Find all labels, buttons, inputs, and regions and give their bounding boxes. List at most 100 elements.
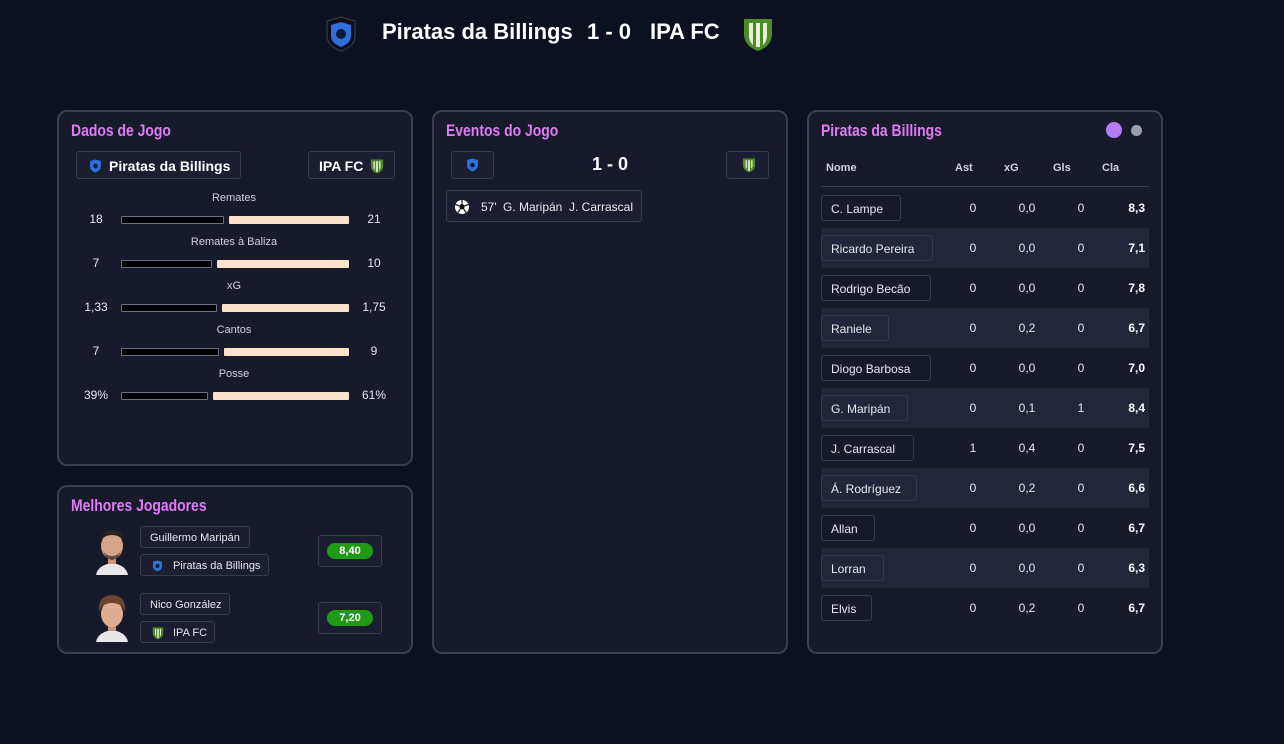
player-name[interactable]: C. Lampe: [821, 195, 901, 221]
player-rating: 8,40: [327, 543, 373, 559]
table-row[interactable]: J. Carrascal 1 0,4 0 7,5: [821, 428, 1149, 468]
soccer-ball-icon: [455, 200, 469, 214]
column-header-xg[interactable]: xG: [1004, 162, 1019, 174]
player-name[interactable]: J. Carrascal: [821, 435, 914, 461]
away-team-name[interactable]: IPA FC: [650, 19, 720, 44]
player-name[interactable]: G. Maripán: [821, 395, 908, 421]
player-team-chip[interactable]: Piratas da Billings: [140, 554, 269, 576]
player-name: Guillermo Maripán: [150, 532, 240, 544]
player-rating: 6,7: [1128, 521, 1145, 535]
player-goals: 0: [1077, 481, 1085, 495]
best-players-panel: Melhores Jogadores Guillermo Maripán Pir…: [57, 485, 413, 654]
stat-label: Remates à Baliza: [190, 236, 278, 248]
player-assists: 0: [969, 241, 977, 255]
player-name[interactable]: Á. Rodríguez: [821, 475, 917, 501]
player-name-chip[interactable]: Nico González: [140, 593, 230, 615]
away-crest-chip[interactable]: [726, 151, 769, 179]
player-goals: 0: [1077, 321, 1085, 335]
player-xg: 0,0: [1018, 241, 1036, 255]
stat-away-value: 61%: [361, 388, 387, 402]
stat-away-bar: [224, 348, 349, 356]
player-photo-maripan: [92, 525, 132, 575]
player-xg: 0,2: [1018, 601, 1036, 615]
table-divider: [821, 186, 1149, 187]
stat-away-bar: [229, 216, 349, 224]
player-goals: 0: [1077, 201, 1085, 215]
best-players-title: Melhores Jogadores: [71, 496, 207, 515]
column-header-rating[interactable]: Cla: [1102, 162, 1120, 174]
stat-home-bar: [121, 260, 212, 268]
home-team-chip[interactable]: Piratas da Billings: [76, 151, 241, 179]
player-xg: 0,0: [1018, 361, 1036, 375]
event-scorer: G. Maripán: [503, 200, 563, 214]
player-goals: 0: [1077, 241, 1085, 255]
player-goals: 0: [1077, 561, 1085, 575]
player-assists: 1: [969, 441, 977, 455]
player-goals: 0: [1077, 281, 1085, 295]
player-team: IPA FC: [173, 627, 208, 639]
player-assists: 0: [969, 401, 977, 415]
ipa-crest-icon: [152, 627, 164, 640]
player-name[interactable]: Ricardo Pereira: [821, 235, 933, 261]
piratas-crest-icon: [152, 560, 163, 572]
player-xg: 0,0: [1018, 521, 1036, 535]
player-goals: 1: [1077, 401, 1085, 415]
table-row[interactable]: Rodrigo Becão 0 0,0 0 7,8: [821, 268, 1149, 308]
player-name[interactable]: Elvis: [821, 595, 872, 621]
player-name[interactable]: Allan: [821, 515, 875, 541]
player-goals: 0: [1077, 441, 1085, 455]
player-xg: 0,0: [1018, 281, 1036, 295]
column-header-assists[interactable]: Ast: [955, 162, 973, 174]
table-row[interactable]: G. Maripán 0 0,1 1 8,4: [821, 388, 1149, 428]
column-header-goals[interactable]: Gls: [1053, 162, 1071, 174]
stat-home-bar: [121, 348, 219, 356]
stat-away-bar: [222, 304, 349, 312]
team-toggle-active[interactable]: [1106, 122, 1122, 138]
player-rating: 7,20: [327, 610, 373, 626]
piratas-crest-icon: [467, 158, 478, 172]
stat-away-value: 21: [367, 212, 381, 226]
stat-home-value: 7: [92, 344, 100, 358]
player-name[interactable]: Diogo Barbosa: [821, 355, 931, 381]
events-score: 1 - 0: [591, 154, 629, 174]
player-name[interactable]: Rodrigo Becão: [821, 275, 931, 301]
player-assists: 0: [969, 561, 977, 575]
goal-event[interactable]: 57' G. Maripán J. Carrascal: [446, 190, 642, 222]
table-row[interactable]: C. Lampe 0 0,0 0 8,3: [821, 188, 1149, 228]
stat-home-value: 39%: [83, 388, 109, 402]
player-photo-gonzalez: [92, 592, 132, 642]
player-rating: 8,4: [1128, 401, 1145, 415]
stat-label: Posse: [218, 368, 250, 380]
player-rating: 8,3: [1128, 201, 1145, 215]
player-name[interactable]: Lorran: [821, 555, 884, 581]
away-team-chip[interactable]: IPA FC: [308, 151, 395, 179]
ipa-crest-icon: [370, 159, 384, 174]
match-stats-panel: Dados de Jogo Piratas da Billings IPA FC…: [57, 110, 413, 466]
player-name[interactable]: Raniele: [821, 315, 889, 341]
away-team-label: IPA FC: [319, 158, 364, 174]
home-team-name[interactable]: Piratas da Billings: [382, 19, 573, 44]
table-row[interactable]: Allan 0 0,0 0 6,7: [821, 508, 1149, 548]
table-row[interactable]: Ricardo Pereira 0 0,0 0 7,1: [821, 228, 1149, 268]
event-minute: 57': [481, 200, 497, 214]
lineup-panel: Piratas da Billings Nome Ast xG Gls Cla …: [807, 110, 1163, 654]
piratas-crest-icon: [326, 16, 356, 52]
team-toggle-inactive[interactable]: [1131, 125, 1142, 136]
player-assists: 0: [969, 201, 977, 215]
player-name-chip[interactable]: Guillermo Maripán: [140, 526, 250, 548]
table-row[interactable]: Diogo Barbosa 0 0,0 0 7,0: [821, 348, 1149, 388]
table-row[interactable]: Á. Rodríguez 0 0,2 0 6,6: [821, 468, 1149, 508]
stat-home-bar: [121, 216, 224, 224]
player-rating: 6,3: [1128, 561, 1145, 575]
home-crest-chip[interactable]: [451, 151, 494, 179]
player-team-chip[interactable]: IPA FC: [140, 621, 215, 643]
column-header-name[interactable]: Nome: [826, 162, 857, 174]
player-assists: 0: [969, 281, 977, 295]
player-rating: 6,6: [1128, 481, 1145, 495]
ipa-crest-icon: [744, 19, 772, 51]
table-row[interactable]: Elvis 0 0,2 0 6,7: [821, 588, 1149, 628]
player-assists: 0: [969, 361, 977, 375]
home-team-label: Piratas da Billings: [109, 158, 231, 174]
table-row[interactable]: Raniele 0 0,2 0 6,7: [821, 308, 1149, 348]
table-row[interactable]: Lorran 0 0,0 0 6,3: [821, 548, 1149, 588]
